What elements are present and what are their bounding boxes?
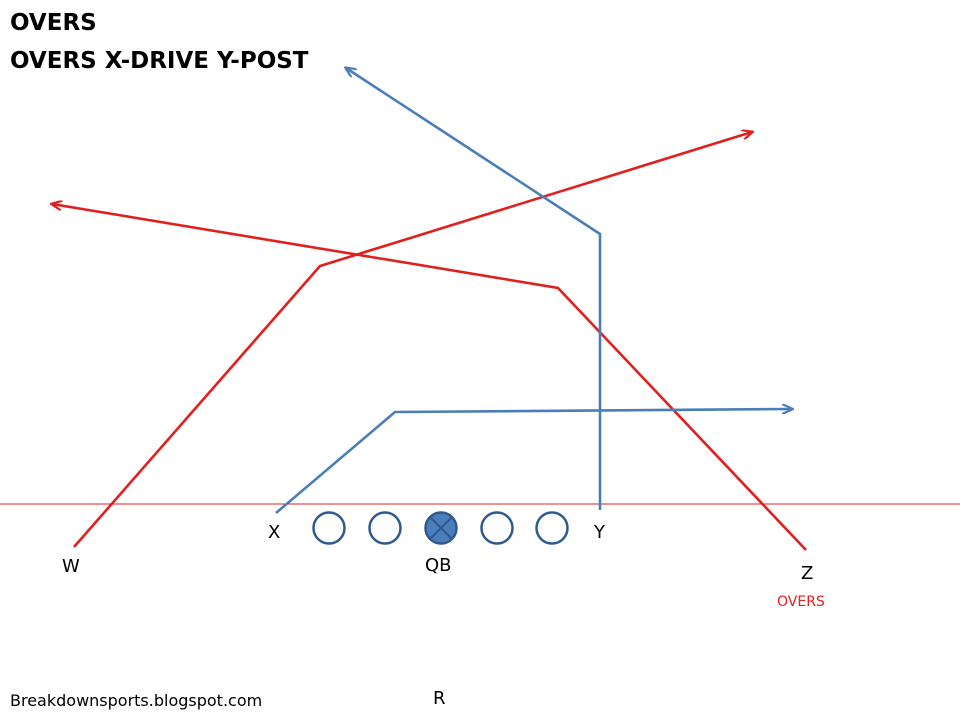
footer-credit: Breakdownsports.blogspot.com — [10, 691, 263, 710]
player-x-label: X — [268, 522, 281, 543]
z-route — [52, 204, 807, 551]
y-post-route — [346, 68, 602, 510]
w-route — [73, 132, 752, 548]
player-w-label: W — [62, 556, 80, 577]
lineman-left-tackle — [312, 511, 346, 545]
play-name: OVERS X-DRIVE Y-POST — [10, 48, 309, 74]
lineman-right-guard — [480, 511, 514, 545]
lineman-right-tackle — [535, 511, 569, 545]
player-z-label: Z — [801, 563, 814, 584]
player-qb-label: QB — [425, 555, 452, 576]
center-qb-marker — [424, 511, 458, 545]
concept-label: OVERS — [777, 594, 825, 610]
diagram-title: OVERS — [10, 10, 97, 36]
x-drive-route — [275, 409, 792, 514]
player-y-label: Y — [594, 522, 605, 543]
lineman-left-guard — [368, 511, 402, 545]
player-r-label: R — [433, 688, 446, 709]
